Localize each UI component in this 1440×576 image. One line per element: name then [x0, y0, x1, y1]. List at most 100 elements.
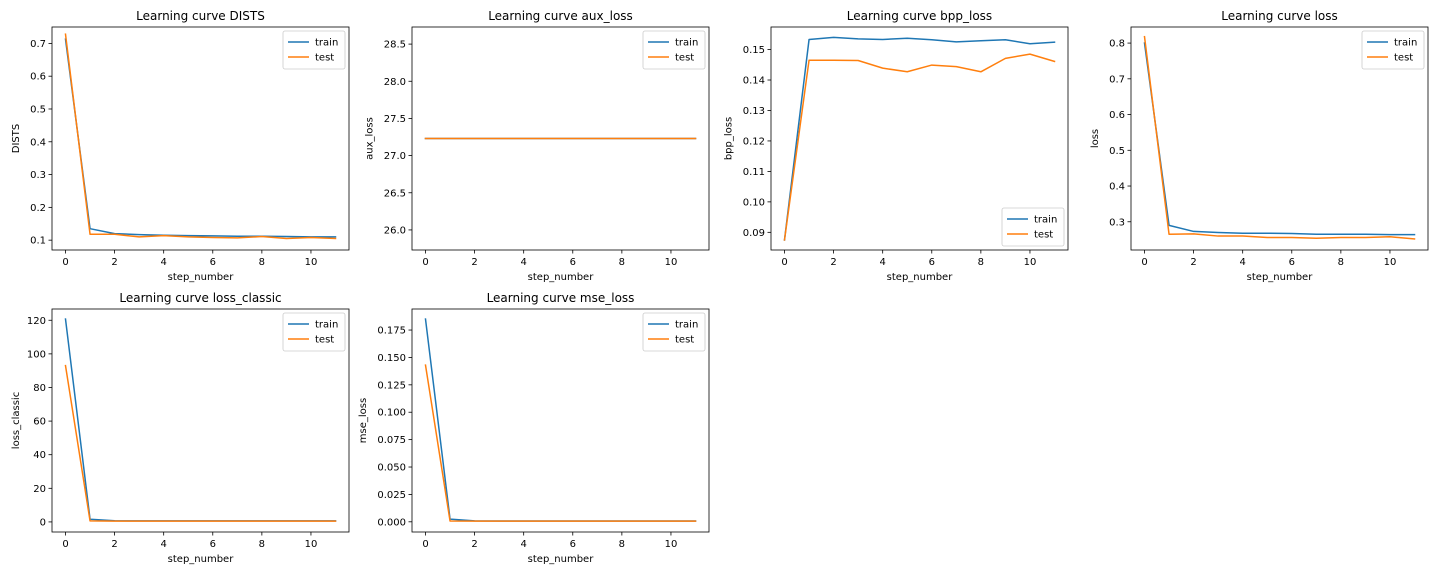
chart-1-xtick-label-0: 0: [422, 257, 428, 268]
chart-5-xtick-label-3: 6: [570, 539, 576, 550]
chart-1-legend: train test: [642, 30, 706, 70]
chart-0-ytick-label-3: 0.4: [30, 137, 46, 148]
chart-1-ytick-label-1: 26.5: [384, 188, 406, 199]
chart-1-axes-frame: [411, 26, 710, 251]
chart-4-legend-box: [282, 312, 346, 352]
chart-3-xtick-label-0: 0: [1141, 257, 1147, 268]
chart-5-xtick-label-4: 8: [619, 539, 625, 550]
chart-4-legend-label-test: test: [315, 335, 334, 346]
chart-5-legend-label-train: train: [675, 320, 698, 331]
chart-1-xtick-label-2: 4: [520, 257, 526, 268]
chart-3-series-train-line: [1143, 42, 1416, 236]
chart-0-legend-box: [282, 30, 346, 70]
chart-1-legend-box: [642, 30, 706, 70]
chart-5-ytick-label-6: 0.150: [377, 353, 406, 364]
chart-1-ytick-label-3: 27.5: [384, 114, 406, 125]
chart-5-xtick-label-5: 10: [665, 539, 678, 550]
chart-3-ytick-label-3: 0.6: [1109, 110, 1125, 121]
chart-3-xtick-label-2: 4: [1239, 257, 1245, 268]
chart-3-series-test-line: [1143, 35, 1416, 240]
chart-0-axes-frame: [51, 26, 350, 251]
chart-1-title: Learning curve aux_loss: [488, 9, 633, 23]
chart-2-xtick-label-5: 10: [1024, 257, 1037, 268]
chart-3-xlabel: step_number: [1247, 272, 1314, 283]
chart-0-ytick-label-5: 0.6: [30, 72, 46, 83]
chart-4-legend-label-train: train: [315, 320, 338, 331]
chart-1-ytick-label-2: 27.0: [384, 151, 406, 162]
chart-5-xtick-label-0: 0: [422, 539, 428, 550]
chart-0-series-test-line: [64, 33, 337, 240]
chart-2-xtick-label-2: 4: [879, 257, 885, 268]
chart-4-xtick-label-2: 4: [160, 539, 166, 550]
chart-0-legend-label-test: test: [315, 53, 334, 64]
chart-0-xlabel: step_number: [168, 272, 235, 283]
chart-4-axes-frame: [51, 308, 350, 533]
chart-4-ytick-label-1: 20: [33, 484, 46, 495]
chart-0-series-train-line: [64, 38, 337, 238]
chart-0-legend-label-train: train: [315, 38, 338, 49]
chart-2-ytick-label-4: 0.13: [743, 106, 765, 117]
chart-1-xtick-label-1: 2: [471, 257, 477, 268]
chart-5-xtick-label-1: 2: [471, 539, 477, 550]
chart-3-ytick-label-5: 0.8: [1109, 39, 1125, 50]
chart-0-xtick-label-0: 0: [62, 257, 68, 268]
chart-2-series-train-line: [783, 36, 1056, 241]
chart-4-ytick-label-3: 60: [33, 417, 46, 428]
chart-2-xtick-label-4: 8: [978, 257, 984, 268]
chart-1-xtick-label-4: 8: [619, 257, 625, 268]
chart-4-series-test-line: [64, 364, 337, 522]
chart-2-legend-box: [1001, 207, 1065, 247]
chart-5-ytick-label-1: 0.025: [377, 490, 406, 501]
chart-2-ytick-label-5: 0.14: [743, 76, 765, 87]
chart-5-xtick-label-2: 4: [520, 539, 526, 550]
chart-4-xlabel: step_number: [168, 554, 235, 565]
chart-4-ytick-label-0: 0: [40, 517, 46, 528]
chart-3-legend-box: [1361, 30, 1425, 70]
chart-2-ytick-label-0: 0.09: [743, 228, 765, 239]
chart-5-xlabel: step_number: [528, 554, 595, 565]
chart-4-title: Learning curve loss_classic: [119, 291, 281, 305]
chart-3-ytick-label-1: 0.4: [1109, 182, 1125, 193]
chart-2-xlabel: step_number: [887, 272, 954, 283]
chart-4-ytick-label-2: 40: [33, 450, 46, 461]
chart-0: Learning curve DISTS 0 2 4 6 8 10 0.1 0.2 0.3 0.4 0…: [11, 9, 350, 283]
chart-5-ytick-label-3: 0.075: [377, 435, 406, 446]
chart-2-xtick-label-1: 2: [830, 257, 836, 268]
chart-1-ylabel: aux_loss: [364, 117, 375, 160]
chart-1-ytick-label-4: 28.0: [384, 77, 406, 88]
chart-1-xlabel: step_number: [528, 272, 595, 283]
chart-0-ytick-label-2: 0.3: [30, 170, 46, 181]
chart-3-legend: train test: [1361, 30, 1425, 70]
chart-5-legend: train test: [642, 312, 706, 352]
chart-4-ytick-label-4: 80: [33, 383, 46, 394]
chart-4-ytick-label-6: 120: [27, 316, 46, 327]
chart-0-xtick-label-1: 2: [111, 257, 117, 268]
chart-5-ylabel: mse_loss: [358, 398, 369, 443]
chart-1-legend-label-train: train: [675, 38, 698, 49]
chart-0-ytick-label-0: 0.1: [30, 236, 46, 247]
chart-3-ylabel: loss: [1090, 129, 1101, 148]
chart-1: Learning curve aux_loss 0 2 4 6 8 10 26.0 26.5 27…: [364, 9, 710, 283]
chart-0-ytick-label-6: 0.7: [30, 39, 46, 50]
chart-0-ytick-label-4: 0.5: [30, 104, 46, 115]
chart-3-axes-frame: [1130, 26, 1429, 251]
chart-2: Learning curve bpp_loss 0 2 4 6 8 10 0.09 0.10 0.…: [723, 9, 1069, 283]
chart-4-xtick-label-1: 2: [111, 539, 117, 550]
chart-2-ytick-label-2: 0.11: [743, 167, 765, 178]
chart-2-xtick-label-0: 0: [781, 257, 787, 268]
chart-5-ytick-label-0: 0.000: [377, 517, 406, 528]
chart-3-title: Learning curve loss: [1221, 9, 1338, 23]
chart-4-ytick-label-5: 100: [27, 349, 46, 360]
chart-1-xtick-label-3: 6: [570, 257, 576, 268]
chart-3-ytick-label-0: 0.3: [1109, 217, 1125, 228]
chart-2-ytick-label-6: 0.15: [743, 45, 765, 56]
chart-0-xtick-label-4: 8: [259, 257, 265, 268]
chart-4-xtick-label-4: 8: [259, 539, 265, 550]
chart-3-xtick-label-1: 2: [1190, 257, 1196, 268]
chart-3: Learning curve loss 0 2 4 6 8 10 0.3 0.4 0.5 0.6 0.…: [1090, 9, 1429, 283]
chart-3-xtick-label-5: 10: [1384, 257, 1397, 268]
chart-2-xtick-label-3: 6: [929, 257, 935, 268]
chart-5-ytick-label-2: 0.050: [377, 463, 406, 474]
chart-0-legend: train test: [282, 30, 346, 70]
